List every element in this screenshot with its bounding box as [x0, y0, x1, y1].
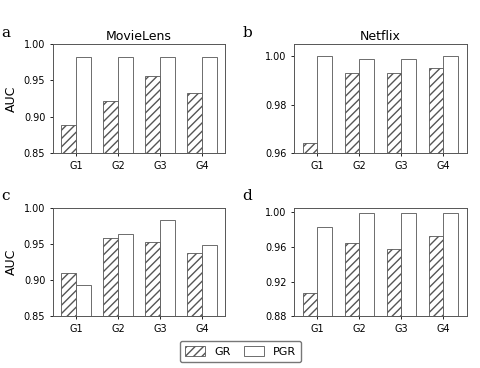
Bar — [401, 59, 415, 153]
Y-axis label: AUC: AUC — [5, 85, 18, 112]
Bar — [443, 213, 457, 316]
Bar — [61, 273, 76, 316]
Bar — [344, 243, 359, 316]
Bar — [386, 73, 401, 153]
Bar — [202, 57, 216, 153]
Bar — [61, 125, 76, 153]
Bar — [103, 101, 118, 153]
Title: Netflix: Netflix — [359, 30, 400, 43]
Bar — [428, 68, 443, 153]
Text: d: d — [242, 189, 252, 203]
Bar — [317, 227, 331, 316]
Bar — [160, 57, 174, 153]
Bar — [145, 242, 160, 316]
Bar — [187, 93, 202, 153]
Bar — [202, 245, 216, 316]
Bar — [76, 285, 91, 316]
Bar — [118, 234, 132, 316]
Bar — [317, 56, 331, 153]
Title: MovieLens: MovieLens — [106, 30, 172, 43]
Bar — [359, 59, 373, 153]
Bar — [401, 213, 415, 316]
Text: b: b — [242, 26, 252, 40]
Bar — [76, 57, 91, 153]
Y-axis label: AUC: AUC — [5, 249, 18, 275]
Bar — [160, 220, 174, 316]
Bar — [302, 144, 317, 153]
Legend: GR, PGR: GR, PGR — [179, 341, 301, 362]
Text: c: c — [1, 189, 10, 203]
Bar — [428, 236, 443, 316]
Bar — [386, 250, 401, 316]
Bar — [443, 56, 457, 153]
Bar — [302, 293, 317, 316]
Text: a: a — [1, 26, 10, 40]
Bar — [344, 73, 359, 153]
Bar — [118, 57, 132, 153]
Bar — [103, 238, 118, 316]
Bar — [187, 253, 202, 316]
Bar — [359, 213, 373, 316]
Bar — [145, 76, 160, 153]
